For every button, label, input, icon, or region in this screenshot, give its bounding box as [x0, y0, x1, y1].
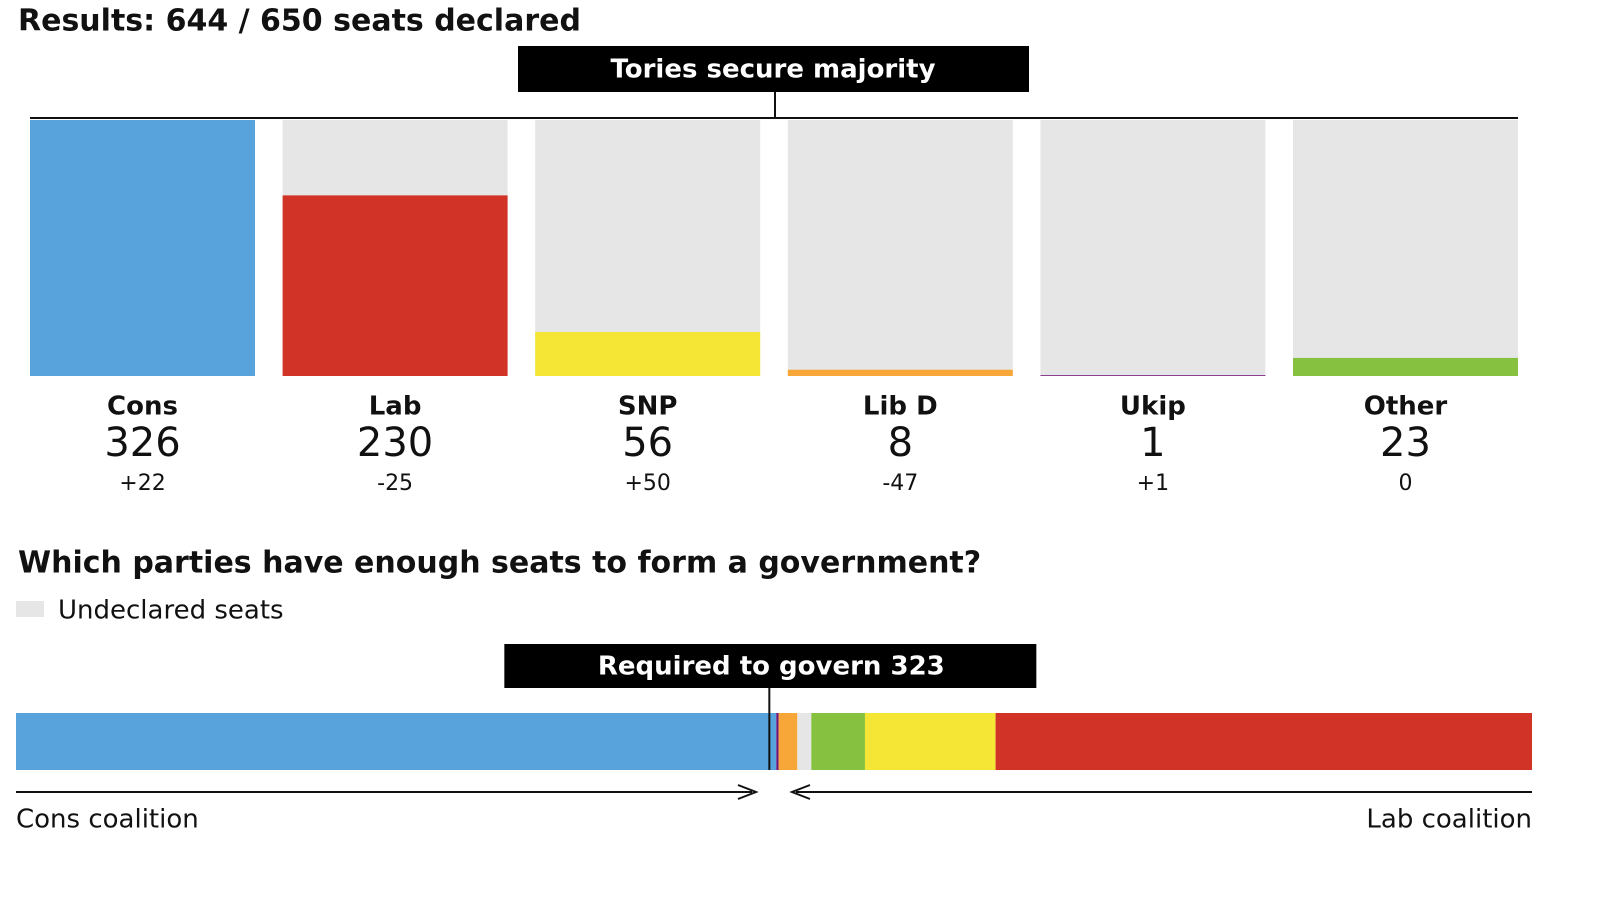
value-label: 56 — [622, 420, 673, 466]
bar — [787, 369, 1013, 376]
stack-segment — [995, 713, 1532, 770]
arrow-head — [789, 784, 811, 800]
bar — [1040, 375, 1266, 376]
stack-segment — [776, 713, 779, 770]
bar-background — [787, 120, 1013, 376]
stack-segment — [16, 713, 777, 770]
annotation: Tories secure majority — [610, 55, 935, 85]
threshold-box — [504, 644, 1037, 688]
value-label: 8 — [888, 420, 913, 466]
category-label: Ukip — [1120, 392, 1186, 422]
change-label: -25 — [377, 471, 413, 496]
category-label: Cons — [107, 392, 178, 422]
category-label: Lib D — [863, 392, 938, 422]
category-label: Other — [1364, 392, 1448, 422]
bar — [1293, 357, 1518, 376]
chart-title: Results: 644 / 650 seats declared — [18, 4, 581, 39]
change-label: +50 — [624, 471, 670, 496]
value-label: 1 — [1140, 420, 1165, 466]
chart-title: Which parties have enough seats to form … — [18, 546, 981, 581]
stack-segment — [811, 713, 865, 770]
stack-segment — [778, 713, 798, 770]
change-label: 0 — [1399, 471, 1413, 496]
threshold-label: Required to govern 323 — [598, 652, 945, 682]
legend-swatch — [16, 601, 44, 617]
bar-background — [1040, 120, 1266, 376]
axis-label: Lab coalition — [1366, 805, 1532, 835]
bar — [282, 195, 508, 376]
change-label: -47 — [882, 471, 918, 496]
category-label: SNP — [618, 392, 678, 422]
stack-segment — [797, 713, 812, 770]
change-label: +22 — [119, 471, 165, 496]
bar-background — [1293, 120, 1518, 376]
bar — [535, 332, 761, 376]
arrow-head — [737, 784, 759, 800]
axis-label: Cons coalition — [16, 805, 199, 835]
legend-label: Undeclared seats — [58, 596, 284, 626]
value-label: 230 — [357, 420, 433, 466]
annotation-box — [518, 46, 1029, 92]
value-label: 23 — [1380, 420, 1431, 466]
stack-segment — [864, 713, 996, 770]
bar — [30, 120, 255, 376]
category-label: Lab — [369, 392, 422, 422]
value-label: 326 — [104, 420, 180, 466]
change-label: +1 — [1137, 471, 1169, 496]
